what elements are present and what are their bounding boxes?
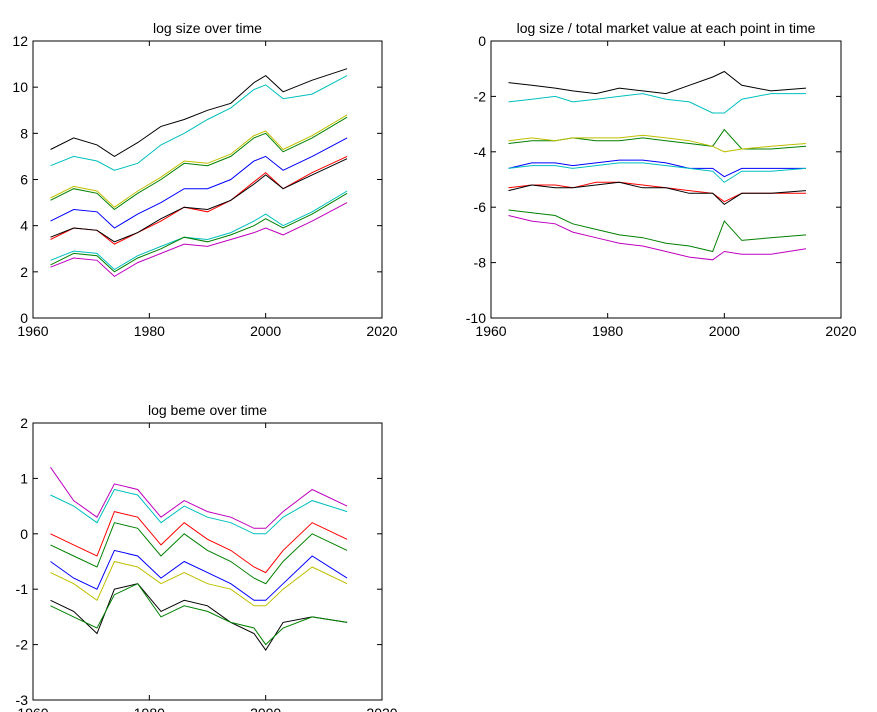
data-line <box>508 181 806 203</box>
y-tick-label: 0 <box>20 526 28 542</box>
y-tick-label: -3 <box>16 692 29 708</box>
x-tick-label: 1980 <box>134 705 165 712</box>
y-tick-label: -8 <box>474 255 487 271</box>
data-line <box>50 192 348 273</box>
subplot: log size over time 1960 1980 2000 2020 0 2 4 6 8 1… <box>12 20 397 339</box>
x-tick-label: 1960 <box>17 705 48 712</box>
x-tick-label: 1980 <box>592 323 623 339</box>
data-line <box>50 511 348 574</box>
y-tick-label: -6 <box>474 199 487 215</box>
x-tick-label: 2020 <box>366 705 397 712</box>
y-tick-label: 2 <box>20 415 28 431</box>
data-line <box>508 181 807 206</box>
x-tick-label: 2000 <box>709 323 740 339</box>
data-line <box>508 70 807 95</box>
y-tick-label: 1 <box>20 470 28 486</box>
y-tick-label: 0 <box>478 33 486 49</box>
y-tick-label: -4 <box>474 144 487 160</box>
y-tick-label: 2 <box>20 264 28 280</box>
data-line <box>50 155 348 245</box>
data-line <box>508 162 807 183</box>
data-line <box>50 75 348 171</box>
x-tick-label: 1960 <box>17 323 48 339</box>
data-line <box>50 488 348 535</box>
y-tick-label: -10 <box>466 310 486 326</box>
y-tick-label: 6 <box>20 172 28 188</box>
subplot: log beme over time 1960 1980 2000 2020 -3 -2 -1… <box>16 402 398 712</box>
data-line <box>50 116 348 211</box>
data-line <box>50 560 348 607</box>
y-tick-label: 4 <box>20 218 28 234</box>
data-line <box>50 190 348 271</box>
axes-box <box>32 40 383 319</box>
x-tick-label: 2000 <box>250 323 281 339</box>
data-line <box>508 134 807 153</box>
data-line <box>508 93 806 114</box>
data-line <box>50 522 348 585</box>
y-tick-label: -2 <box>474 88 487 104</box>
x-tick-label: 2000 <box>250 705 281 712</box>
x-tick-label: 1960 <box>475 323 506 339</box>
data-line <box>508 215 807 261</box>
subplot-title: log size / total market value at each po… <box>517 20 816 36</box>
data-line <box>50 68 348 157</box>
data-line <box>508 128 807 150</box>
data-line <box>50 158 348 243</box>
data-line <box>508 209 807 253</box>
y-tick-label: -1 <box>16 581 29 597</box>
data-line <box>508 159 806 178</box>
x-tick-label: 2020 <box>366 323 397 339</box>
y-tick-label: 10 <box>12 79 28 95</box>
data-line <box>50 202 348 278</box>
axes-box <box>32 422 383 701</box>
y-tick-label: 0 <box>20 310 28 326</box>
subplot-title: log size over time <box>153 20 262 36</box>
data-line <box>50 583 348 646</box>
y-tick-label: 8 <box>20 125 28 141</box>
x-tick-label: 1980 <box>134 323 165 339</box>
data-line <box>50 467 348 529</box>
axes-box <box>490 40 842 319</box>
x-tick-label: 2020 <box>825 323 856 339</box>
data-line <box>50 114 348 208</box>
data-line <box>50 137 348 229</box>
data-line <box>50 583 348 652</box>
subplot-title: log beme over time <box>148 402 267 418</box>
data-line <box>50 549 348 601</box>
y-tick-label: -2 <box>16 637 29 653</box>
y-tick-label: 12 <box>12 33 28 49</box>
subplot: log size / total market value at each po… <box>466 20 857 339</box>
